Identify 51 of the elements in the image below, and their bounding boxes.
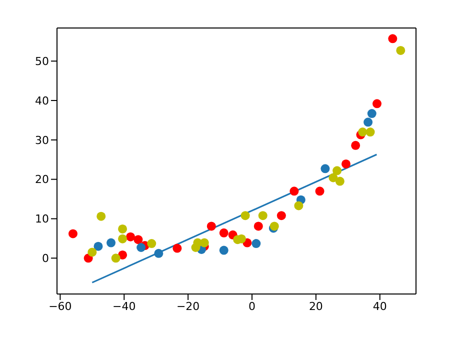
point <box>351 140 360 150</box>
point <box>96 212 106 221</box>
point <box>219 246 228 255</box>
point <box>366 128 375 137</box>
point <box>276 211 286 220</box>
point <box>154 248 164 258</box>
point <box>68 229 78 238</box>
point <box>258 211 268 220</box>
point <box>126 232 136 242</box>
point <box>396 46 406 55</box>
point <box>290 186 299 196</box>
point <box>172 244 182 253</box>
point <box>341 159 350 168</box>
point <box>254 222 263 231</box>
point <box>111 254 120 263</box>
point <box>200 238 209 248</box>
point <box>106 238 116 248</box>
point <box>136 243 146 252</box>
point <box>88 248 97 257</box>
point <box>367 109 376 118</box>
point <box>118 250 128 260</box>
point <box>315 186 324 196</box>
point <box>206 222 216 231</box>
point <box>134 235 143 244</box>
y-tick-label: 10 <box>35 212 49 226</box>
x-tick-label: −40 <box>112 300 136 313</box>
y-tick-label: 50 <box>35 55 49 68</box>
point <box>118 234 128 244</box>
point <box>118 224 128 234</box>
point <box>219 228 228 238</box>
point <box>252 239 261 248</box>
y-tick-label: 40 <box>35 94 49 108</box>
point <box>358 128 368 137</box>
y-tick-label: 0 <box>42 252 49 266</box>
x-tick-label: 0 <box>248 300 256 313</box>
x-tick-label: −60 <box>48 300 72 313</box>
point <box>320 164 330 174</box>
x-tick-label: 20 <box>308 300 323 313</box>
x-tick-label: −20 <box>176 300 200 313</box>
y-tick-label: 20 <box>35 173 49 186</box>
point <box>335 176 344 186</box>
point <box>332 166 342 176</box>
point <box>372 99 382 108</box>
x-tick-label: 40 <box>372 300 387 313</box>
point <box>364 118 373 127</box>
point <box>94 242 103 251</box>
point <box>294 201 304 210</box>
y-tick-label: 30 <box>35 134 49 147</box>
point <box>388 34 398 44</box>
point <box>240 211 250 220</box>
point <box>147 239 156 248</box>
